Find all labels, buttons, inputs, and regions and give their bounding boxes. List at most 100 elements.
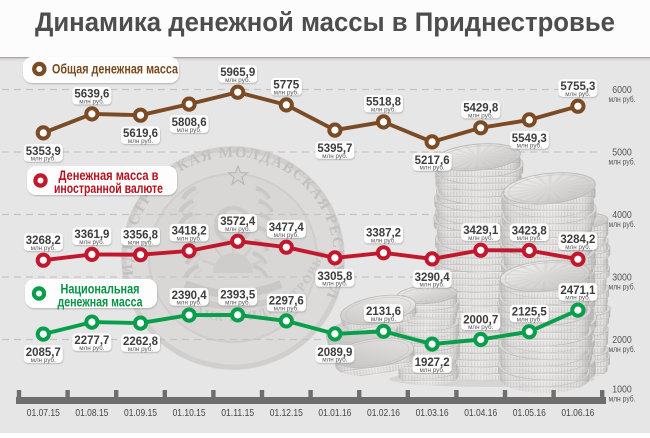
svg-text:6000: 6000	[612, 85, 632, 96]
svg-text:01.07.15: 01.07.15	[27, 408, 60, 419]
svg-text:Денежная масса в: Денежная масса в	[59, 167, 159, 183]
svg-text:3268,2: 3268,2	[26, 233, 61, 247]
svg-text:01.01.16: 01.01.16	[318, 408, 351, 419]
svg-text:4000: 4000	[612, 210, 632, 221]
svg-text:1927,2: 1927,2	[415, 355, 450, 369]
svg-text:млн руб.: млн руб.	[468, 111, 493, 119]
svg-text:5353,9: 5353,9	[26, 144, 61, 158]
svg-text:млн руб.: млн руб.	[31, 356, 56, 364]
svg-text:2089,9: 2089,9	[317, 345, 352, 359]
svg-text:млн руб.: млн руб.	[322, 356, 347, 364]
svg-text:млн руб.: млн руб.	[371, 236, 396, 244]
svg-text:млн руб.: млн руб.	[565, 294, 590, 302]
svg-text:5619,6: 5619,6	[123, 126, 158, 140]
svg-text:2390,4: 2390,4	[172, 288, 207, 302]
svg-text:млн руб.: млн руб.	[609, 344, 636, 354]
svg-text:млн руб.: млн руб.	[609, 219, 636, 229]
svg-text:2131,6: 2131,6	[366, 304, 401, 318]
svg-text:01.10.15: 01.10.15	[173, 408, 206, 419]
svg-text:млн руб.: млн руб.	[128, 345, 153, 353]
svg-text:млн руб.: млн руб.	[371, 106, 396, 114]
svg-text:млн руб.: млн руб.	[517, 234, 542, 242]
svg-text:01.03.16: 01.03.16	[416, 408, 449, 419]
svg-text:5965,9: 5965,9	[220, 65, 255, 79]
svg-text:млн руб.: млн руб.	[128, 137, 153, 145]
svg-text:2000: 2000	[612, 335, 632, 346]
svg-text:2262,8: 2262,8	[123, 334, 158, 348]
svg-text:Общая денежная масса: Общая денежная масса	[52, 61, 178, 77]
svg-text:3477,4: 3477,4	[269, 220, 304, 234]
svg-text:1000: 1000	[612, 385, 632, 396]
svg-text:2085,7: 2085,7	[26, 345, 61, 359]
svg-text:3387,2: 3387,2	[366, 226, 401, 240]
svg-text:млн руб.: млн руб.	[609, 94, 636, 104]
svg-text:млн руб.: млн руб.	[274, 231, 299, 239]
svg-text:5639,6: 5639,6	[74, 87, 109, 101]
svg-text:2277,7: 2277,7	[74, 333, 109, 347]
svg-text:Динамика денежной массы в Прид: Динамика денежной массы в Приднестровье	[35, 7, 615, 37]
svg-text:5395,7: 5395,7	[317, 141, 352, 155]
svg-text:2000,7: 2000,7	[463, 312, 498, 326]
svg-text:млн руб.: млн руб.	[79, 98, 104, 106]
svg-text:01.12.15: 01.12.15	[270, 408, 303, 419]
svg-text:2125,5: 2125,5	[512, 305, 547, 319]
svg-text:3572,4: 3572,4	[220, 214, 255, 228]
svg-text:01.04.16: 01.04.16	[464, 408, 497, 419]
svg-text:млн руб.: млн руб.	[565, 90, 590, 98]
svg-text:5808,6: 5808,6	[172, 115, 207, 129]
svg-text:млн руб.: млн руб.	[419, 281, 444, 289]
svg-text:млн руб.: млн руб.	[176, 235, 201, 243]
svg-text:5755,3: 5755,3	[560, 79, 595, 93]
svg-text:01.02.16: 01.02.16	[367, 408, 400, 419]
svg-text:млн руб.: млн руб.	[517, 315, 542, 323]
svg-text:Национальная: Национальная	[61, 281, 140, 297]
svg-text:иностранной валюте: иностранной валюте	[54, 180, 163, 196]
svg-text:млн руб.: млн руб.	[274, 89, 299, 97]
svg-text:3305,8: 3305,8	[317, 269, 352, 283]
svg-text:млн руб.: млн руб.	[225, 76, 250, 84]
svg-text:2393,5: 2393,5	[220, 288, 255, 302]
svg-text:млн руб.: млн руб.	[609, 282, 636, 292]
svg-text:01.08.15: 01.08.15	[75, 408, 108, 419]
svg-text:5217,6: 5217,6	[415, 153, 450, 167]
svg-text:млн руб.: млн руб.	[274, 305, 299, 313]
svg-text:2471,1: 2471,1	[560, 283, 595, 297]
svg-text:млн руб.: млн руб.	[128, 238, 153, 246]
svg-text:млн руб.: млн руб.	[322, 280, 347, 288]
svg-text:млн руб.: млн руб.	[517, 142, 542, 150]
svg-text:5549,3: 5549,3	[512, 131, 547, 145]
svg-text:млн руб.: млн руб.	[468, 323, 493, 331]
svg-text:млн руб.: млн руб.	[225, 299, 250, 307]
svg-text:3418,2: 3418,2	[172, 224, 207, 238]
svg-text:3361,9: 3361,9	[74, 227, 109, 241]
svg-text:млн руб.: млн руб.	[419, 164, 444, 172]
svg-text:01.06.16: 01.06.16	[561, 408, 594, 419]
svg-text:5429,8: 5429,8	[463, 101, 498, 115]
svg-text:01.09.15: 01.09.15	[124, 408, 157, 419]
svg-text:млн руб.: млн руб.	[371, 315, 396, 323]
svg-text:млн руб.: млн руб.	[176, 299, 201, 307]
svg-text:млн руб.: млн руб.	[419, 366, 444, 374]
svg-text:млн руб.: млн руб.	[468, 234, 493, 242]
svg-text:3284,2: 3284,2	[560, 232, 595, 246]
svg-text:млн руб.: млн руб.	[609, 157, 636, 167]
svg-text:млн руб.: млн руб.	[79, 238, 104, 246]
svg-text:3423,8: 3423,8	[512, 223, 547, 237]
svg-text:млн руб.: млн руб.	[31, 244, 56, 252]
svg-text:млн руб.: млн руб.	[176, 126, 201, 134]
svg-text:млн руб.: млн руб.	[31, 155, 56, 163]
svg-text:2297,6: 2297,6	[269, 294, 304, 308]
svg-text:01.11.15: 01.11.15	[221, 408, 254, 419]
svg-text:3290,4: 3290,4	[415, 270, 450, 284]
svg-text:млн руб.: млн руб.	[79, 344, 104, 352]
svg-text:3356,8: 3356,8	[123, 228, 158, 242]
svg-text:5000: 5000	[612, 148, 632, 159]
svg-text:3000: 3000	[612, 273, 632, 284]
svg-text:5518,8: 5518,8	[366, 95, 401, 109]
svg-text:5775: 5775	[273, 78, 299, 92]
svg-text:01.05.16: 01.05.16	[513, 408, 546, 419]
svg-text:млн руб.: млн руб.	[322, 152, 347, 160]
svg-text:млн руб.: млн руб.	[225, 225, 250, 233]
svg-text:млн руб.: млн руб.	[565, 243, 590, 251]
svg-text:денежная масса: денежная масса	[58, 294, 143, 310]
